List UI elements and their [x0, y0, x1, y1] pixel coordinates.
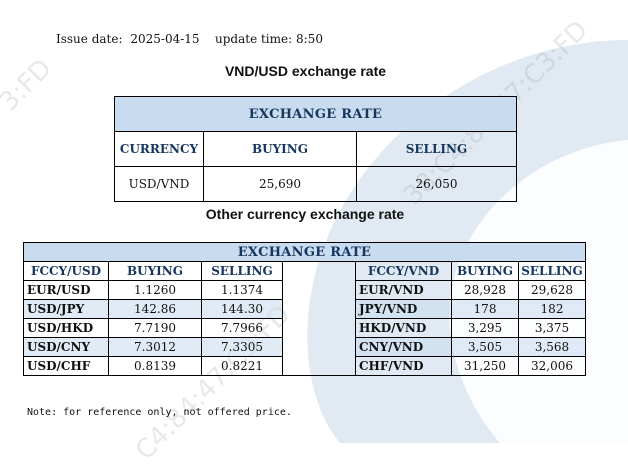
col-selling: SELLING — [356, 131, 517, 167]
update-time-label: update time: — [215, 32, 293, 46]
issue-date: Issue date: 2025-04-15 — [56, 32, 204, 46]
update-time-value: 8:50 — [296, 32, 323, 46]
right-pair: JPY/VND — [355, 299, 452, 319]
table-row: EUR/USD 1.1260 1.1374 EUR/VND 28,928 29,… — [23, 280, 586, 300]
report-page: Issue date: 2025-04-15 update time: 8:50… — [23, 32, 586, 418]
col-fccy-vnd: FCCY/VND — [355, 261, 452, 281]
right-buying: 3,295 — [451, 318, 519, 338]
right-selling: 182 — [518, 299, 586, 319]
left-selling: 7.7966 — [201, 318, 283, 338]
vnd-usd-title: VND/USD exchange rate — [224, 63, 387, 79]
col-currency: CURRENCY — [114, 131, 204, 167]
col-right-buying: BUYING — [451, 261, 519, 281]
table-gap — [282, 356, 356, 376]
right-pair: CHF/VND — [355, 356, 452, 376]
cell-selling: 26,050 — [356, 166, 517, 202]
table-gap — [282, 280, 356, 300]
right-selling: 3,375 — [518, 318, 586, 338]
other-table-title: EXCHANGE RATE — [23, 242, 586, 262]
col-right-selling: SELLING — [518, 261, 586, 281]
left-pair: EUR/USD — [23, 280, 109, 300]
other-currency-title: Other currency exchange rate — [205, 206, 405, 222]
table-row: USD/HKD 7.7190 7.7966 HKD/VND 3,295 3,37… — [23, 318, 586, 338]
other-currency-table: EXCHANGE RATE FCCY/USD BUYING SELLING FC… — [23, 242, 586, 376]
cell-buying: 25,690 — [203, 166, 357, 202]
right-pair: CNY/VND — [355, 337, 452, 357]
left-buying: 7.3012 — [108, 337, 202, 357]
left-buying: 142.86 — [108, 299, 202, 319]
right-buying: 28,928 — [451, 280, 519, 300]
right-buying: 178 — [451, 299, 519, 319]
right-pair: HKD/VND — [355, 318, 452, 338]
col-buying: BUYING — [203, 131, 357, 167]
table-row: USD/CNY 7.3012 7.3305 CNY/VND 3,505 3,56… — [23, 337, 586, 357]
left-selling: 144.30 — [201, 299, 283, 319]
col-fccy-usd: FCCY/USD — [23, 261, 109, 281]
table-gap — [282, 261, 356, 281]
vnd-usd-table-title: EXCHANGE RATE — [114, 96, 517, 132]
left-pair: USD/CHF — [23, 356, 109, 376]
cell-currency: USD/VND — [114, 166, 204, 202]
left-buying: 7.7190 — [108, 318, 202, 338]
table-gap — [282, 318, 356, 338]
left-buying: 0.8139 — [108, 356, 202, 376]
left-pair: USD/JPY — [23, 299, 109, 319]
col-left-buying: BUYING — [108, 261, 202, 281]
col-left-selling: SELLING — [201, 261, 283, 281]
right-selling: 29,628 — [518, 280, 586, 300]
right-selling: 3,568 — [518, 337, 586, 357]
update-time: update time: 8:50 — [215, 32, 323, 46]
left-pair: USD/HKD — [23, 318, 109, 338]
left-selling: 7.3305 — [201, 337, 283, 357]
left-selling: 0.8221 — [201, 356, 283, 376]
footnote: Note: for reference only, not offered pr… — [27, 407, 292, 418]
right-pair: EUR/VND — [355, 280, 452, 300]
vnd-usd-table: EXCHANGE RATE CURRENCY BUYING SELLING US… — [114, 96, 517, 202]
left-selling: 1.1374 — [201, 280, 283, 300]
right-buying: 3,505 — [451, 337, 519, 357]
table-gap — [282, 337, 356, 357]
table-gap — [282, 299, 356, 319]
issue-date-value: 2025-04-15 — [130, 32, 200, 46]
table-row: USD/CHF 0.8139 0.8221 CHF/VND 31,250 32,… — [23, 356, 586, 376]
right-buying: 31,250 — [451, 356, 519, 376]
issue-date-label: Issue date: — [56, 32, 123, 46]
left-pair: USD/CNY — [23, 337, 109, 357]
table-row: USD/JPY 142.86 144.30 JPY/VND 178 182 — [23, 299, 586, 319]
left-buying: 1.1260 — [108, 280, 202, 300]
right-selling: 32,006 — [518, 356, 586, 376]
